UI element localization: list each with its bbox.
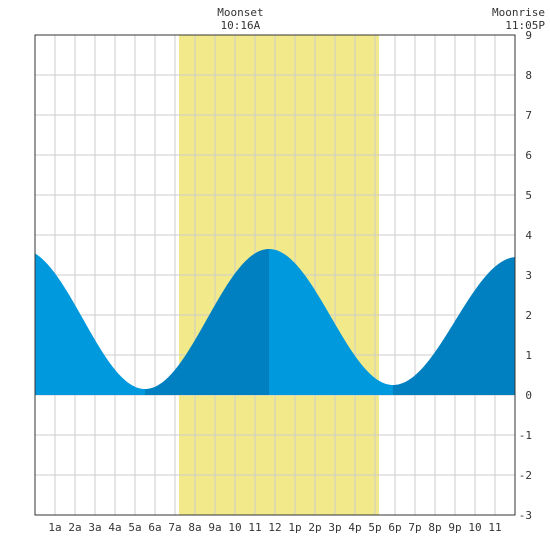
x-tick-label: 4p [348,521,361,534]
y-tick-label: 9 [525,29,532,42]
x-tick-label: 1p [288,521,301,534]
y-tick-label: 1 [525,349,532,362]
x-tick-label: 11 [248,521,261,534]
x-tick-label: 2p [308,521,321,534]
plot-frame [34,34,516,516]
y-tick-label: 7 [525,109,532,122]
x-tick-label: 10 [468,521,481,534]
y-tick-label: -2 [519,469,532,482]
x-tick-label: 8p [428,521,441,534]
x-tick-label: 3a [88,521,101,534]
y-tick-label: 5 [525,189,532,202]
x-tick-label: 8a [188,521,201,534]
x-tick-label: 6p [388,521,401,534]
y-tick-label: -3 [519,509,532,522]
x-tick-labels: 1a 2a 3a 4a 5a 6a 7a 8a 9a 10 11 12 1p 2p 3p 4p 5p 6p 7p 8p… [48,521,501,534]
x-tick-label: 4a [108,521,121,534]
x-tick-label: 2a [68,521,81,534]
y-tick-label: 6 [525,149,532,162]
x-tick-label: 7a [168,521,181,534]
y-tick-label: 8 [525,69,532,82]
annotation-title: Moonset [217,6,263,19]
x-tick-label: 1a [48,521,61,534]
annotation-title: Moonrise [492,6,545,19]
tide-falling-segment [269,249,393,395]
tide-falling-segment [35,253,145,395]
tide-rising-segment [393,257,515,395]
y-tick-labels: -3 -2 -1 0 1 2 3 4 5 6 7 8 9 [519,29,533,522]
x-tick-label: 7p [408,521,421,534]
x-tick-label: 5a [128,521,141,534]
x-tick-label: 3p [328,521,341,534]
x-tick-label: 11 [488,521,501,534]
tide-rising-segment [145,249,269,395]
x-tick-label: 6a [148,521,161,534]
x-tick-label: 12 [268,521,281,534]
y-tick-label: -1 [519,429,532,442]
x-tick-label: 10 [228,521,241,534]
y-tick-label: 2 [525,309,532,322]
annotation-time: 11:05P [505,19,545,32]
x-tick-label: 9a [208,521,221,534]
x-tick-label: 5p [368,521,381,534]
annotation-time: 10:16A [221,19,261,32]
y-tick-label: 3 [525,269,532,282]
y-tick-label: 0 [525,389,532,402]
tide-area [35,249,515,395]
x-tick-label: 9p [448,521,461,534]
y-tick-label: 4 [525,229,532,242]
